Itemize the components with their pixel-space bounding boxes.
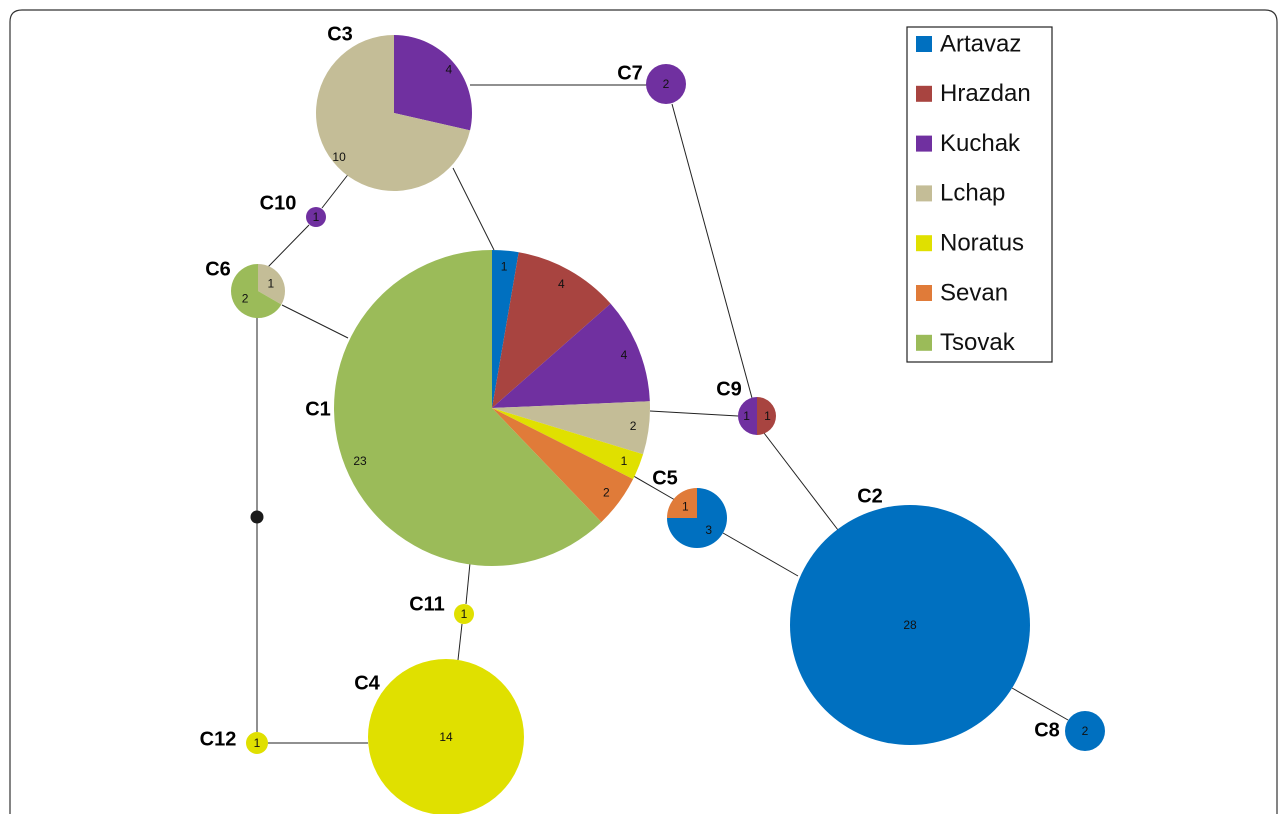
pie-slice xyxy=(394,35,472,131)
pie-slice xyxy=(492,401,650,455)
legend-label: Noratus xyxy=(940,230,1024,257)
count-label: 4 xyxy=(446,62,453,76)
legend-label: Kuchak xyxy=(940,130,1021,157)
pie-slice xyxy=(258,264,286,305)
legend-swatch xyxy=(916,85,932,102)
legend-label: Tsovak xyxy=(940,329,1016,356)
edges xyxy=(250,84,1069,744)
pie-slice xyxy=(231,264,282,318)
count-label: 10 xyxy=(332,150,346,164)
edge xyxy=(452,167,495,251)
legend-swatch xyxy=(916,334,932,351)
legend-label: Sevan xyxy=(940,279,1008,306)
edge xyxy=(267,224,310,268)
pie-slice xyxy=(790,505,1030,745)
node-label: C9 xyxy=(716,378,742,400)
frame xyxy=(9,9,1278,814)
pie-slice xyxy=(667,488,697,518)
count-label: 1 xyxy=(621,454,628,468)
count-label: 14 xyxy=(439,730,453,744)
edge xyxy=(722,532,799,577)
edge xyxy=(629,473,676,501)
node-label: C6 xyxy=(205,258,231,280)
pie-slice xyxy=(1065,711,1105,751)
edge xyxy=(763,432,839,531)
count-label: 2 xyxy=(242,292,249,306)
legend-swatch xyxy=(916,185,932,202)
pie-slice xyxy=(306,207,326,227)
edge xyxy=(1011,687,1069,721)
node-label: C2 xyxy=(857,485,883,507)
node-label: C11 xyxy=(409,593,445,615)
edge xyxy=(457,623,463,661)
node-label: C10 xyxy=(260,192,297,214)
legend-label: Hrazdan xyxy=(940,80,1031,107)
legend-label: Lchap xyxy=(940,180,1005,207)
edge xyxy=(321,171,351,209)
median-vector xyxy=(250,510,264,524)
count-label: 23 xyxy=(353,454,367,468)
pie-slice xyxy=(757,397,776,435)
legend-swatch xyxy=(916,285,932,301)
node-label: C12 xyxy=(200,728,237,750)
pie-slice xyxy=(492,252,611,408)
edge xyxy=(649,410,739,417)
pie-slice xyxy=(454,604,474,624)
legend-swatch xyxy=(916,235,932,252)
count-label: 1 xyxy=(764,409,771,423)
count-label: 1 xyxy=(682,500,689,514)
pie-slice xyxy=(492,408,644,480)
count-label: 2 xyxy=(663,77,670,91)
pie-slice xyxy=(316,35,471,191)
node-label: C7 xyxy=(617,62,643,84)
count-label: 1 xyxy=(254,736,261,750)
pie-slice xyxy=(492,408,634,523)
count-label: 2 xyxy=(603,486,610,500)
count-label: 4 xyxy=(558,277,565,291)
edge xyxy=(465,562,471,605)
edge xyxy=(671,103,753,399)
pie-slice xyxy=(646,64,686,104)
count-label: 1 xyxy=(268,277,275,291)
node-label: C4 xyxy=(354,672,380,694)
legend-swatch xyxy=(916,36,932,52)
node-label: C1 xyxy=(305,398,331,420)
count-label: 1 xyxy=(501,259,508,273)
count-label: 1 xyxy=(743,409,750,423)
pie-slice xyxy=(334,250,602,566)
edge xyxy=(281,304,349,339)
pie-slice xyxy=(246,732,268,754)
count-label: 2 xyxy=(1082,724,1089,738)
legend-swatch xyxy=(916,135,932,152)
count-label: 3 xyxy=(705,523,712,537)
count-label: 28 xyxy=(903,618,917,632)
pie-slice xyxy=(368,659,524,815)
count-label: 4 xyxy=(621,348,628,362)
count-label: 1 xyxy=(461,607,468,621)
legend-label: Artavaz xyxy=(940,30,1021,57)
count-label: 2 xyxy=(630,419,637,433)
node-label: C8 xyxy=(1034,719,1060,741)
node-label: C5 xyxy=(652,467,678,489)
pie-slice xyxy=(492,303,650,408)
count-label: 1 xyxy=(313,210,320,224)
pie-slice xyxy=(492,250,519,408)
pie-slice xyxy=(738,397,757,435)
node-label: C3 xyxy=(327,23,353,45)
